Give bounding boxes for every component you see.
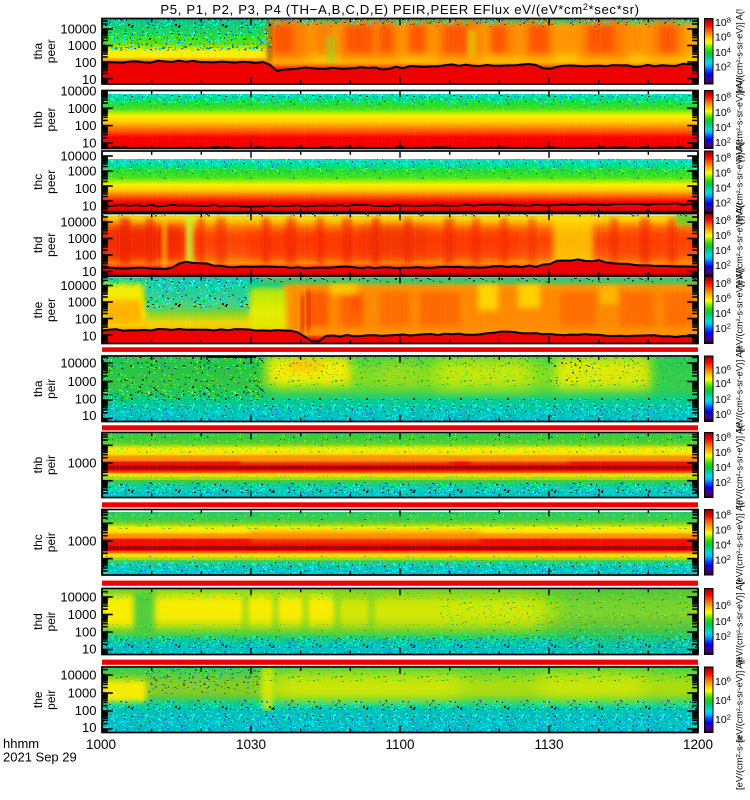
- svg-text:10000: 10000: [60, 84, 96, 99]
- svg-text:peir: peir: [44, 455, 58, 475]
- svg-text:1200: 1200: [683, 737, 713, 752]
- svg-text:[eV/(cm²-s-sr-eV)] A(!: [eV/(cm²-s-sr-eV)] A(!: [735, 346, 745, 431]
- svg-text:peer: peer: [44, 298, 58, 322]
- svg-text:2021 Sep 29: 2021 Sep 29: [3, 750, 77, 765]
- svg-text:[eV/(cm²-s-sr-eV)] A(!: [eV/(cm²-s-sr-eV)] A(!: [735, 202, 745, 287]
- svg-text:10000: 10000: [60, 590, 96, 605]
- svg-text:peir: peir: [44, 532, 58, 552]
- svg-text:P5, P1, P2, P3, P4 (TH−A,B,C,D: P5, P1, P2, P3, P4 (TH−A,B,C,D,E) PEIR,P…: [160, 2, 639, 17]
- svg-text:10: 10: [82, 642, 96, 657]
- svg-text:tha: tha: [31, 43, 45, 60]
- svg-text:1100: 1100: [385, 737, 414, 752]
- svg-text:10: 10: [82, 199, 96, 214]
- svg-text:[eV/(cm²-s-sr: [eV/(cm²-s-sr: [735, 735, 746, 790]
- svg-text:10: 10: [82, 408, 96, 423]
- svg-text:[eV/(cm²-s-sr-eV)] A(!: [eV/(cm²-s-sr-eV)] A(!: [735, 423, 745, 508]
- svg-text:1000: 1000: [68, 534, 97, 549]
- svg-text:hhmm: hhmm: [3, 736, 39, 751]
- svg-text:thd: thd: [31, 613, 45, 630]
- svg-text:1000: 1000: [68, 456, 97, 471]
- svg-text:1000: 1000: [86, 737, 116, 752]
- svg-text:1130: 1130: [534, 737, 563, 752]
- svg-text:1000: 1000: [68, 607, 97, 622]
- svg-text:10000: 10000: [60, 668, 96, 683]
- svg-text:[eV/(cm²-s-sr-eV)] A(!: [eV/(cm²-s-sr-eV)] A(!: [735, 579, 745, 664]
- svg-text:10: 10: [82, 136, 96, 151]
- svg-text:1000: 1000: [68, 374, 97, 389]
- svg-text:peir: peir: [44, 690, 58, 710]
- svg-text:thd: thd: [31, 236, 45, 253]
- svg-text:10000: 10000: [60, 215, 96, 230]
- svg-text:[eV/(cm²-s-sr-eV)] A(!: [eV/(cm²-s-sr-eV)] A(!: [735, 77, 745, 162]
- svg-text:10000: 10000: [60, 278, 96, 293]
- svg-text:[eV/(cm²-s-sr-eV)] A(!: [eV/(cm²-s-sr-eV)] A(!: [735, 139, 745, 224]
- svg-text:1000: 1000: [68, 101, 97, 116]
- svg-text:tha: tha: [31, 380, 45, 397]
- svg-text:peir: peir: [44, 379, 58, 399]
- svg-text:100: 100: [75, 55, 97, 70]
- svg-text:10: 10: [82, 720, 96, 735]
- svg-text:1030: 1030: [236, 737, 266, 752]
- svg-text:peer: peer: [44, 233, 58, 257]
- svg-text:1000: 1000: [68, 164, 97, 179]
- svg-text:peer: peer: [44, 170, 58, 194]
- svg-text:peer: peer: [44, 107, 58, 131]
- svg-text:100: 100: [75, 118, 97, 133]
- svg-text:100: 100: [75, 703, 97, 718]
- svg-text:10000: 10000: [60, 149, 96, 164]
- svg-text:thc: thc: [31, 174, 45, 190]
- svg-text:10: 10: [82, 72, 96, 87]
- svg-text:10: 10: [82, 329, 96, 344]
- svg-text:100: 100: [75, 312, 97, 327]
- svg-text:thb: thb: [31, 456, 45, 473]
- svg-text:[eV/(cm²-s-sr-eV)] A(!: [eV/(cm²-s-sr-eV)] A(!: [735, 9, 745, 94]
- svg-text:thc: thc: [31, 534, 45, 550]
- svg-text:1000: 1000: [68, 686, 97, 701]
- svg-text:100: 100: [75, 248, 97, 263]
- svg-text:100: 100: [75, 392, 97, 407]
- svg-text:100: 100: [75, 181, 97, 196]
- svg-text:10000: 10000: [60, 22, 96, 37]
- svg-text:100: 100: [75, 625, 97, 640]
- svg-text:[eV/(cm²-s-sr-eV)] A(!: [eV/(cm²-s-sr-eV)] A(!: [735, 268, 745, 353]
- svg-text:peer: peer: [44, 39, 58, 63]
- svg-text:10000: 10000: [60, 356, 96, 371]
- svg-text:1000: 1000: [68, 295, 97, 310]
- svg-text:the: the: [31, 691, 45, 708]
- svg-text:10: 10: [82, 264, 96, 279]
- svg-text:[eV/(cm²-s-sr-eV)] A(!: [eV/(cm²-s-sr-eV)] A(!: [735, 657, 745, 742]
- svg-text:1000: 1000: [68, 38, 97, 53]
- svg-text:1000: 1000: [68, 231, 97, 246]
- svg-text:peir: peir: [44, 611, 58, 631]
- svg-text:thb: thb: [31, 111, 45, 128]
- svg-text:[eV/(cm²-s-sr-eV)] A(!: [eV/(cm²-s-sr-eV)] A(!: [735, 500, 745, 585]
- svg-text:the: the: [31, 301, 45, 318]
